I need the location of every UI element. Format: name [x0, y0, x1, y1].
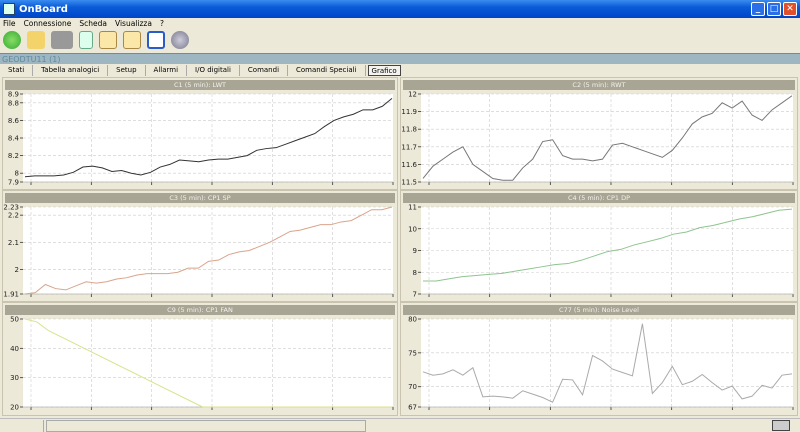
menu-scheda[interactable]: Scheda [79, 18, 107, 28]
chart-c1: 7.98 8.2 8.4 8.6 8.88.9 [8, 91, 394, 187]
tab-stati[interactable]: Stati [0, 65, 34, 76]
chart-title: C9 (5 min): CP1 FAN [5, 305, 395, 315]
y-tick-label: 67 [408, 404, 417, 412]
y-tick-label: 8.9 [8, 91, 19, 99]
device-icon[interactable] [51, 31, 73, 49]
y-tick-label: 75 [408, 349, 417, 357]
plot-area [23, 207, 393, 294]
table-icon[interactable] [99, 31, 117, 49]
plot-area [421, 319, 793, 407]
chart-panel-c1: C1 (5 min): LWT 7.9 8 8.2 8.4 8.6 8.8 8.9 [2, 77, 398, 190]
y-tick-label: 11.5 [401, 179, 417, 187]
menu-bar: File Connessione Scheda Visualizza ? [0, 18, 800, 28]
y-tick-label: 7 [413, 291, 417, 299]
y-tick-label: 2 [15, 266, 19, 274]
menu-visualizza[interactable]: Visualizza [114, 18, 152, 28]
chart-panel-c2: C2 (5 min): RWT 11.5 11.6 11.7 11.8 11.9 12 [400, 77, 798, 190]
tab-bar: Stati Tabella analogici Setup Allarmi I/… [0, 65, 800, 76]
tab-allarmi[interactable]: Allarmi [146, 65, 188, 76]
chart-icon[interactable] [123, 31, 141, 49]
y-tick-label: 20 [10, 404, 19, 412]
y-tick-label: 70 [408, 383, 417, 391]
y-tick-label: 8 [413, 269, 417, 277]
y-tick-label: 7.9 [8, 179, 19, 187]
y-tick-label: 11.8 [401, 126, 417, 134]
status-bar [0, 418, 800, 432]
y-tick-label: 8.6 [8, 117, 20, 125]
y-tick-label: 11.9 [401, 108, 417, 116]
close-button[interactable]: ✕ [783, 2, 797, 16]
y-tick-label: 80 [408, 316, 417, 324]
checklist-icon[interactable] [147, 31, 165, 49]
tab-comandi[interactable]: Comandi [240, 65, 289, 76]
series-line [422, 323, 793, 403]
chart-c3: 1.91 2 2.1 2.22.23 [3, 204, 394, 299]
minimize-button[interactable]: _ [751, 2, 765, 16]
y-tick-label: 2.2 [8, 212, 19, 220]
device-bar: GEODTU11 (1) [0, 53, 800, 64]
y-tick-label: 30 [10, 374, 19, 382]
y-tick-label: 1.91 [3, 291, 19, 299]
app-icon [3, 3, 15, 15]
chart-title: C3 (5 min): CP1 SP [5, 193, 395, 203]
y-tick-label: 9 [413, 247, 417, 255]
plot-area [23, 319, 393, 407]
tab-tabella-analogici[interactable]: Tabella analogici [33, 65, 109, 76]
sync-icon[interactable] [79, 31, 93, 49]
chart-title: C2 (5 min): RWT [403, 80, 795, 90]
chart-c4: 7 8 9 10 11 [408, 204, 794, 299]
tab-grafico[interactable]: Grafico [367, 65, 401, 76]
chart-title: C4 (5 min): CP1 DP [403, 193, 795, 203]
tab-comandi-speciali[interactable]: Comandi Speciali [288, 65, 366, 76]
maximize-button[interactable]: □ [767, 2, 781, 16]
y-tick-label: 11.7 [401, 143, 417, 151]
open-folder-icon[interactable] [27, 31, 45, 49]
y-tick-label: 2.23 [3, 204, 19, 212]
refresh-icon[interactable] [3, 31, 21, 49]
status-pane [46, 420, 366, 432]
y-tick-label: 11 [408, 204, 417, 212]
window-title: OnBoard [19, 3, 68, 15]
title-bar: OnBoard _ □ ✕ [0, 0, 800, 18]
chart-c2: 11.5 11.6 11.7 11.8 11.9 12 [401, 91, 794, 187]
chart-c77: 67 70 75 80 [408, 316, 794, 412]
y-tick-label: 8.4 [8, 135, 20, 143]
chart-panel-c4: C4 (5 min): CP1 DP 7 8 9 10 11 [400, 190, 798, 302]
y-tick-label: 8 [15, 170, 19, 178]
chart-panel-c77: C77 (5 min): Noise Level 67 70 75 80 [400, 302, 798, 416]
tab-setup[interactable]: Setup [108, 65, 146, 76]
y-tick-label: 8.8 [8, 99, 19, 107]
y-tick-label: 50 [10, 316, 19, 324]
plot-area [421, 94, 793, 182]
y-tick-label: 11.6 [401, 161, 417, 169]
camera-icon[interactable] [171, 31, 189, 49]
chart-title: C1 (5 min): LWT [5, 80, 395, 90]
y-tick-label: 10 [408, 225, 417, 233]
toolbar [0, 29, 800, 51]
series-line [24, 318, 392, 408]
y-tick-label: 8.2 [8, 152, 19, 160]
menu-help[interactable]: ? [159, 18, 164, 28]
y-tick-label: 2.1 [8, 239, 19, 247]
chart-panel-c3: C3 (5 min): CP1 SP 1.91 2 2.1 2.2 2.23 [2, 190, 398, 302]
y-tick-label: 40 [10, 345, 19, 353]
menu-connessione[interactable]: Connessione [23, 18, 72, 28]
tab-io-digitali[interactable]: I/O digitali [187, 65, 240, 76]
chart-title: C77 (5 min): Noise Level [403, 305, 795, 315]
chart-panel-c9: C9 (5 min): CP1 FAN 20 30 40 50 [2, 302, 398, 416]
y-tick-label: 12 [408, 91, 417, 99]
series-line [422, 95, 793, 181]
connection-status-icon [772, 420, 790, 431]
status-pane [0, 420, 44, 432]
menu-file[interactable]: File [3, 18, 16, 28]
chart-c9: 20 30 40 50 [10, 316, 394, 412]
